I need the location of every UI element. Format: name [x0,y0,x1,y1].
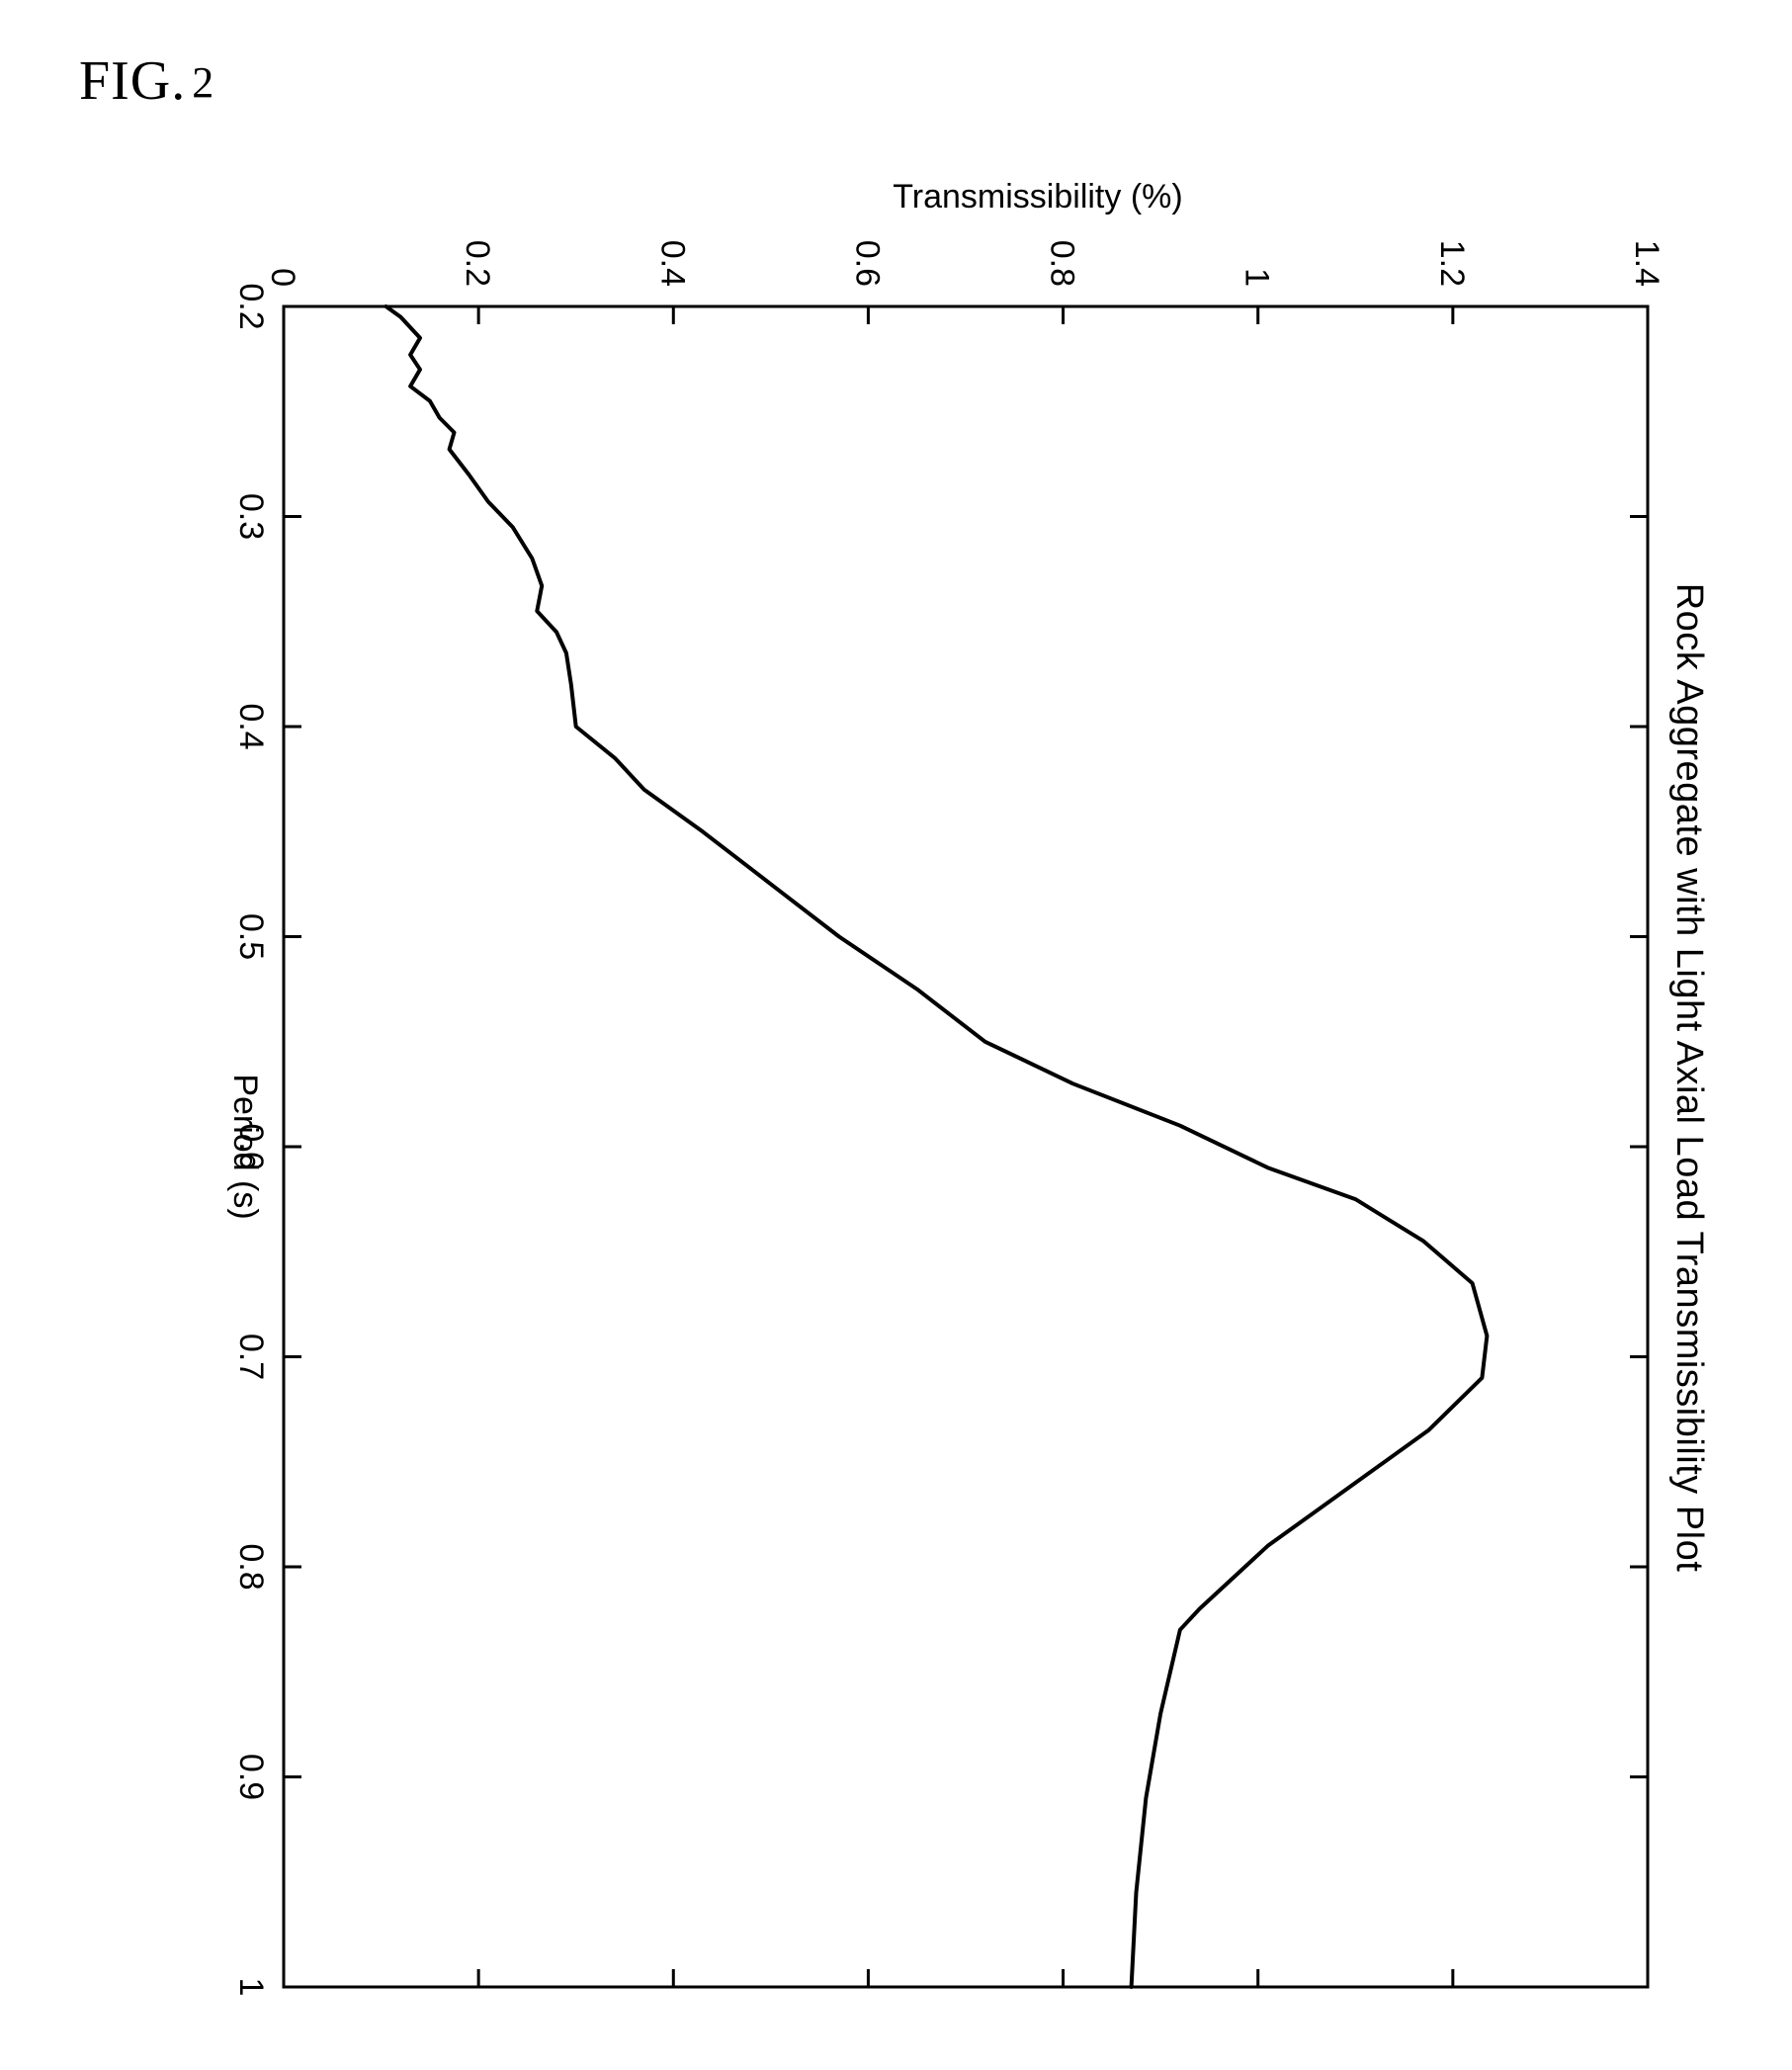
figure-label-number: 2 [192,58,214,107]
x-tick-label: 0.3 [232,493,270,540]
y-axis-label: Transmissibility (%) [356,178,1720,216]
x-tick-label: 0.4 [232,703,270,749]
chart-svg: 0.20.30.40.50.60.70.80.91 00.20.40.60.81… [284,306,1648,1987]
x-tick-label: 0.8 [232,1543,270,1590]
y-tick-label: 0.2 [459,240,496,287]
y-tick-label: 0.4 [653,240,691,287]
y-tick-label: 0.8 [1044,240,1081,287]
chart-title: Rock Aggregate with Light Axial Load Tra… [1667,138,1710,2017]
figure-label: FIG.2 [79,49,214,113]
x-tick-label: 0.7 [232,1334,270,1380]
x-tick-label: 0.9 [232,1754,270,1800]
x-tick-label: 1 [232,1978,270,1997]
y-tick-label: 0 [264,268,301,287]
figure-label-prefix: FIG. [79,50,186,112]
x-tick-label: 0.2 [232,283,270,329]
axes-area: 0.20.30.40.50.60.70.80.91 00.20.40.60.81… [284,306,1648,1987]
page: FIG.2 Rock Aggregate with Light Axial Lo… [0,0,1792,2070]
y-tick-label: 0.6 [848,240,886,287]
x-tick-label: 0.6 [232,1123,270,1169]
y-tick-label: 1.2 [1433,240,1471,287]
plot-frame [284,306,1648,1987]
y-tick-labels: 0 0.2 0.4 0.6 0.8 1 1.2 1.4 [264,240,1665,287]
chart-container: Rock Aggregate with Light Axial Load Tra… [138,138,1720,2017]
x-tick-label: 0.5 [232,913,270,960]
y-tick-label: 1 [1238,268,1276,287]
y-tick-label: 1.4 [1628,240,1665,287]
